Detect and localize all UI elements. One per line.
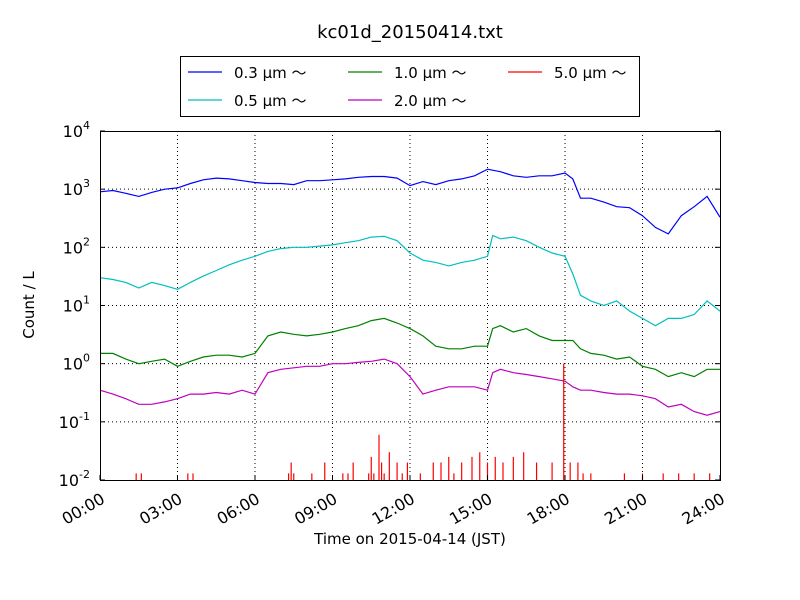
y-tick-label: 101 — [63, 294, 90, 316]
grid — [100, 131, 720, 480]
y-axis-label: Count / L — [20, 271, 38, 339]
x-tick-label: 18:00 — [524, 489, 573, 529]
x-tick-label: 15:00 — [446, 489, 495, 529]
legend: 0.3 μm ～ 0.5 μm ～ 1.0 μm ～ 2.0 μm ～ 5.0 μm ～ — [180, 56, 640, 117]
series-line-2 — [100, 317, 720, 378]
legend-box — [180, 56, 640, 117]
series-layer — [99, 168, 721, 480]
x-axis: 00:00 03:00 06:00 09:00 12:00 15:00 18:00 21:00… — [59, 475, 728, 529]
x-tick-label: 09:00 — [291, 489, 340, 529]
y-tick-label: 100 — [63, 352, 90, 374]
y-tick-label: 10-1 — [59, 410, 90, 432]
y-axis: 10-2 10-1 100 101 102 103 104 — [59, 119, 720, 490]
legend-label: 5.0 μm ～ — [554, 64, 627, 82]
series-line-3 — [99, 358, 721, 416]
legend-label: 1.0 μm ～ — [394, 64, 467, 82]
y-tick-label: 104 — [63, 119, 90, 141]
x-tick-label: 12:00 — [369, 489, 418, 529]
legend-label: 0.3 μm ～ — [234, 64, 307, 82]
y-tick-label: 102 — [63, 235, 90, 257]
legend-label: 0.5 μm ～ — [234, 92, 307, 110]
y-tick-label: 10-2 — [59, 468, 90, 490]
legend-label: 2.0 μm ～ — [394, 92, 467, 110]
x-tick-label: 06:00 — [214, 489, 263, 529]
series-line-1 — [99, 234, 721, 327]
x-tick-label: 21:00 — [601, 489, 650, 529]
plot-frame — [100, 131, 721, 481]
series-line-0 — [99, 168, 721, 235]
y-tick-label: 103 — [63, 177, 90, 199]
chart-title: kc01d_20150414.txt — [317, 22, 503, 43]
x-tick-label: 00:00 — [59, 489, 108, 529]
x-axis-label: Time on 2015-04-14 (JST) — [313, 530, 506, 548]
x-tick-label: 24:00 — [679, 489, 728, 529]
x-tick-label: 03:00 — [136, 489, 185, 529]
